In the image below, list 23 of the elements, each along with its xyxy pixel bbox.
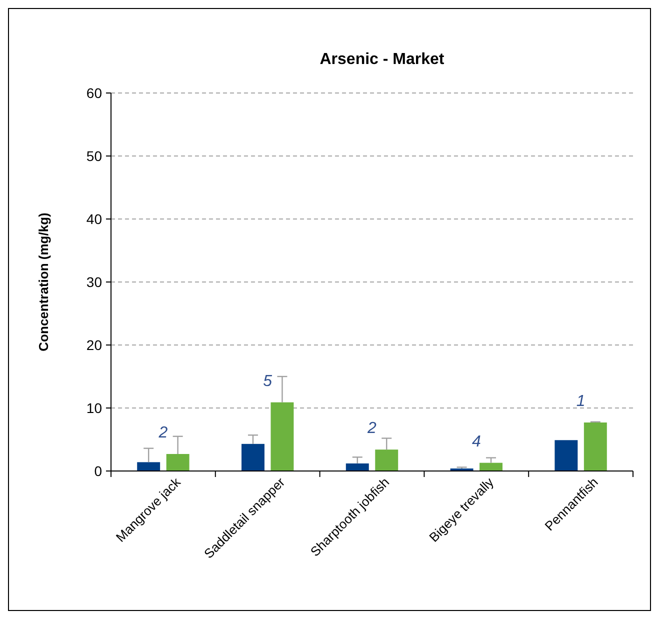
annotation: 4 (472, 433, 481, 450)
y-tick-label: 0 (94, 462, 102, 479)
annotation: 1 (576, 393, 586, 410)
bar (480, 462, 502, 471)
y-tick-label: 20 (86, 336, 102, 353)
y-tick-label: 40 (86, 210, 102, 227)
bar (166, 454, 190, 471)
y-tick-label: 10 (86, 400, 102, 416)
bar (375, 450, 398, 471)
bar (554, 440, 578, 471)
y-tick-label: 60 (86, 84, 102, 101)
y-axis-title: Concentration (mg/kg) (36, 212, 51, 352)
bar (270, 402, 294, 471)
bar (584, 422, 607, 471)
bar (242, 444, 264, 471)
annotation: 2 (366, 420, 377, 438)
bar (346, 463, 369, 471)
annotation: 5 (263, 372, 272, 390)
chart-title: Arsenic - Market (320, 51, 445, 68)
bar (137, 462, 160, 471)
y-tick-label: 30 (86, 274, 102, 290)
y-tick-label: 50 (86, 148, 102, 164)
annotation: 2 (158, 424, 168, 442)
